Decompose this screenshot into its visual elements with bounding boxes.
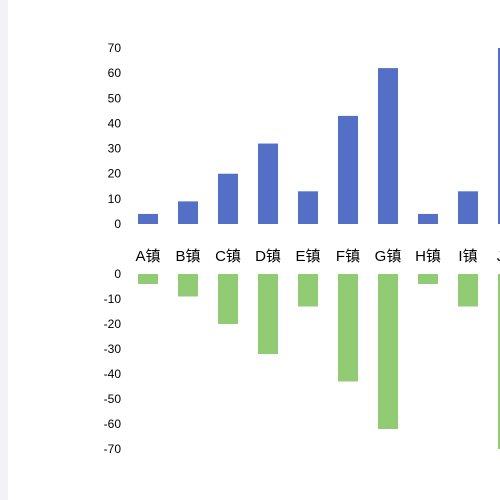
top-y-tick-label: 30: [108, 142, 122, 156]
category-label: H镇: [415, 248, 441, 265]
category-label: C镇: [215, 248, 241, 265]
category-label: D镇: [255, 248, 281, 265]
category-label: B镇: [175, 248, 200, 265]
bottom-bar-7: [378, 274, 398, 429]
top-bar-10: [498, 48, 500, 224]
bottom-bar-6: [338, 274, 358, 382]
bottom-bar-1: [138, 274, 158, 284]
top-bar-2: [178, 201, 198, 224]
chart-canvas: 0 10 20 30 40 50 60 70 0 -10 -20 -30 -40 -50 -60 -70 A镇 B…: [8, 0, 500, 500]
bottom-y-tick-label: -70: [104, 442, 122, 456]
top-y-tick-label: 0: [114, 217, 121, 231]
top-bar-4: [258, 143, 278, 224]
bottom-y-tick-label: 0: [114, 267, 121, 281]
top-bar-6: [338, 115, 358, 224]
bottom-bar-9: [458, 274, 478, 307]
category-label: G镇: [375, 248, 402, 265]
top-y-tick-label: 70: [108, 41, 122, 55]
top-y-tick-label: 20: [108, 167, 122, 181]
top-bar-9: [458, 191, 478, 224]
top-y-tick-label: 10: [108, 192, 122, 206]
bottom-bar-8: [418, 274, 438, 284]
top-y-tick-label: 50: [108, 91, 122, 105]
top-bar-1: [138, 213, 158, 224]
bottom-y-tick-label: -30: [104, 342, 122, 356]
top-bar-7: [378, 68, 398, 224]
category-label: E镇: [295, 248, 320, 265]
top-bar-3: [218, 173, 238, 224]
bottom-bar-5: [298, 274, 318, 307]
bottom-y-tick-label: -20: [104, 317, 122, 331]
top-bar-8: [418, 213, 438, 224]
bottom-bar-2: [178, 274, 198, 297]
bottom-y-tick-label: -40: [104, 367, 122, 381]
bottom-y-tick-label: -60: [104, 417, 122, 431]
bottom-y-tick-label: -10: [104, 292, 122, 306]
category-label: A镇: [135, 248, 160, 265]
top-y-tick-label: 40: [108, 116, 122, 130]
top-bar-5: [298, 191, 318, 224]
category-label: I镇: [458, 248, 477, 265]
butterfly-bar-chart: 0 10 20 30 40 50 60 70 0 -10 -20 -30 -40 -50 -60 -70 A镇 B…: [104, 41, 500, 456]
bottom-bar-3: [218, 274, 238, 324]
bottom-y-tick-label: -50: [104, 392, 122, 406]
bottom-bar-4: [258, 274, 278, 354]
top-y-tick-label: 60: [108, 66, 122, 80]
category-label: F镇: [336, 248, 360, 265]
category-label: J镇: [497, 248, 500, 265]
bottom-bar-10: [498, 274, 500, 449]
